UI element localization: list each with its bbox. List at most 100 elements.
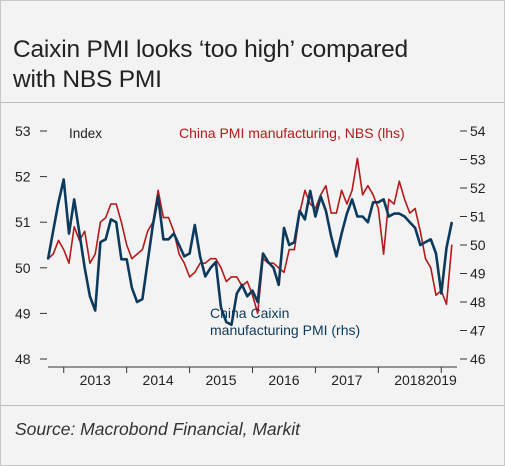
nbs-point [215,258,217,260]
caixin-point [147,261,149,263]
nbs-point [126,244,128,246]
nbs-point [110,203,112,205]
nbs-point [115,203,117,205]
caixin-point [383,198,385,200]
nbs-point [445,303,448,305]
nbs-point [57,239,60,241]
caixin-point [445,247,448,249]
x-tick-label: 2015 [205,372,236,388]
caixin-series-label-line-2: manufacturing PMI (rhs) [210,322,360,338]
nbs-point [157,189,159,191]
source-divider [1,405,504,406]
nbs-point [383,253,385,255]
nbs-point [356,157,358,159]
nbs-point [393,203,395,205]
nbs-point [194,271,196,273]
caixin-point [63,178,65,181]
caixin-point [377,201,379,203]
caixin-point [141,298,143,300]
left-axis-title: Index [69,126,102,141]
caixin-point [189,252,191,255]
left-tick-label: 53 [15,123,31,139]
caixin-point [89,295,91,297]
caixin-point [257,301,259,303]
caixin-point [283,227,285,229]
caixin-point [52,230,54,232]
nbs-point [225,280,227,283]
nbs-point [330,212,332,214]
caixin-point [251,290,254,292]
caixin-point [68,233,70,235]
nbs-series-label: China PMI manufacturing, NBS (lhs) [179,125,405,141]
caixin-point [288,244,290,246]
caixin-point [73,198,75,200]
nbs-point [199,262,201,264]
nbs-point [236,276,238,278]
caixin-point [393,213,395,215]
caixin-pmi-line [46,178,454,327]
left-tick-label: 50 [15,260,31,276]
caixin-series-label-line-1: China Caixin [210,305,289,321]
caixin-point [157,195,159,198]
right-tick-label: 50 [470,237,486,253]
caixin-point [162,238,164,240]
caixin-point [152,224,154,226]
caixin-point [136,301,138,303]
nbs-point [424,258,427,260]
nbs-point [94,253,96,255]
caixin-point [204,275,206,277]
caixin-point [225,321,227,323]
nbs-point [367,185,369,187]
nbs-point [272,262,275,264]
right-tick-label: 47 [470,323,486,339]
caixin-point [272,267,275,269]
caixin-point [346,213,348,215]
right-tick-label: 48 [470,294,486,310]
nbs-point [178,253,180,255]
title-divider [1,102,504,103]
nbs-point [388,198,390,200]
nbs-point [141,249,143,251]
nbs-point [257,312,259,314]
caixin-point [309,190,311,192]
nbs-point [435,294,437,296]
caixin-point [330,235,332,238]
caixin-point [424,241,427,243]
nbs-point [409,212,411,214]
nbs-point [162,217,164,219]
nbs-point [335,212,337,214]
caixin-point [84,267,86,269]
caixin-point [99,241,101,243]
chart-title: Caixin PMI looks ‘too high’ compared wit… [13,35,493,95]
nbs-point [283,271,285,273]
caixin-point [409,221,411,223]
caixin-point [199,255,201,257]
nbs-point [372,194,374,196]
nbs-point [404,198,406,200]
caixin-point [451,221,453,223]
right-tick-label: 53 [470,152,486,168]
caixin-point [131,287,133,289]
caixin-point [57,201,60,203]
nbs-point [73,226,75,228]
nbs-point [320,194,322,196]
caixin-point [440,292,442,295]
nbs-point [89,262,91,264]
title-line-2: with NBS PMI [13,66,162,93]
caixin-point [168,238,170,240]
caixin-point [351,198,353,200]
caixin-point [115,221,117,223]
caixin-point [419,244,421,246]
right-tick-label: 51 [470,209,486,225]
nbs-point [341,189,343,191]
left-tick-label: 48 [15,351,31,367]
caixin-point [105,238,107,240]
caixin-point [215,261,217,263]
nbs-point [147,230,149,232]
nbs-point [84,230,86,232]
caixin-point [278,284,280,286]
caixin-point [299,210,301,212]
title-line-1: Caixin PMI looks ‘too high’ compared [13,36,408,63]
caixin-point [304,218,306,220]
nbs-point [136,253,138,255]
